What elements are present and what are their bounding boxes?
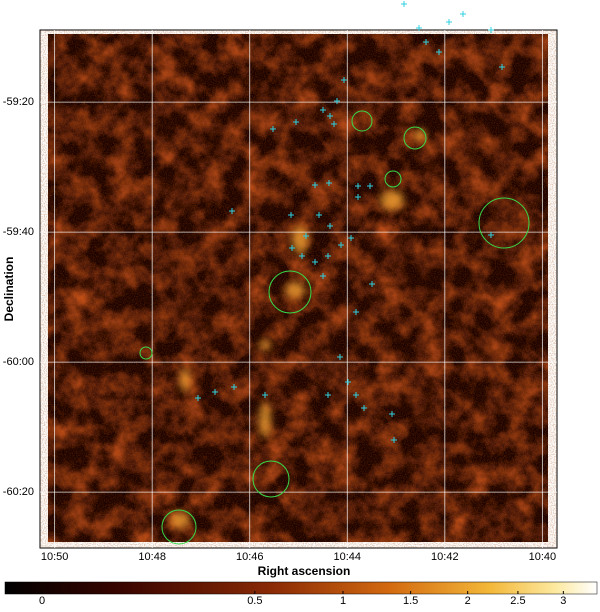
image bbox=[48, 34, 548, 542]
x-tick-label: 10:44 bbox=[334, 551, 362, 563]
y-tick-label: -60:20 bbox=[3, 486, 34, 498]
colorbar bbox=[4, 581, 598, 595]
source-markers bbox=[195, 1, 505, 443]
region-circle bbox=[478, 197, 530, 249]
x-tick-label: 10:50 bbox=[41, 551, 69, 563]
colorbar-tick-label: 2.5 bbox=[510, 595, 525, 607]
x-tick-label: 10:48 bbox=[138, 551, 166, 563]
x-axis-label: Right ascension bbox=[258, 564, 351, 578]
colorbar-tick-label: 1.5 bbox=[403, 595, 418, 607]
region-circle bbox=[139, 346, 153, 360]
colorbar-tick-label: 2 bbox=[465, 595, 471, 607]
regions bbox=[139, 110, 530, 545]
region-circle bbox=[268, 270, 312, 314]
region-circle bbox=[403, 126, 427, 150]
y-axis-label: Declination bbox=[2, 257, 16, 322]
region-circle bbox=[252, 460, 290, 498]
colorbar-tick-label: 1 bbox=[340, 595, 346, 607]
colorbar-tick-label: 0 bbox=[39, 595, 45, 607]
y-tick-label: -59:40 bbox=[3, 226, 34, 238]
colorbar-tick-label: 0.5 bbox=[247, 595, 262, 607]
x-tick-label: 10:40 bbox=[529, 551, 557, 563]
grid bbox=[40, 30, 557, 548]
region-circle bbox=[384, 170, 402, 188]
x-tick-label: 10:46 bbox=[236, 551, 264, 563]
colorbar-tick-label: 3 bbox=[560, 595, 566, 607]
y-tick-label: -59:20 bbox=[3, 96, 34, 108]
region-circle bbox=[351, 110, 373, 132]
x-tick-label: 10:42 bbox=[431, 551, 459, 563]
region-circle bbox=[161, 509, 197, 545]
y-tick-label: -60:00 bbox=[3, 356, 34, 368]
